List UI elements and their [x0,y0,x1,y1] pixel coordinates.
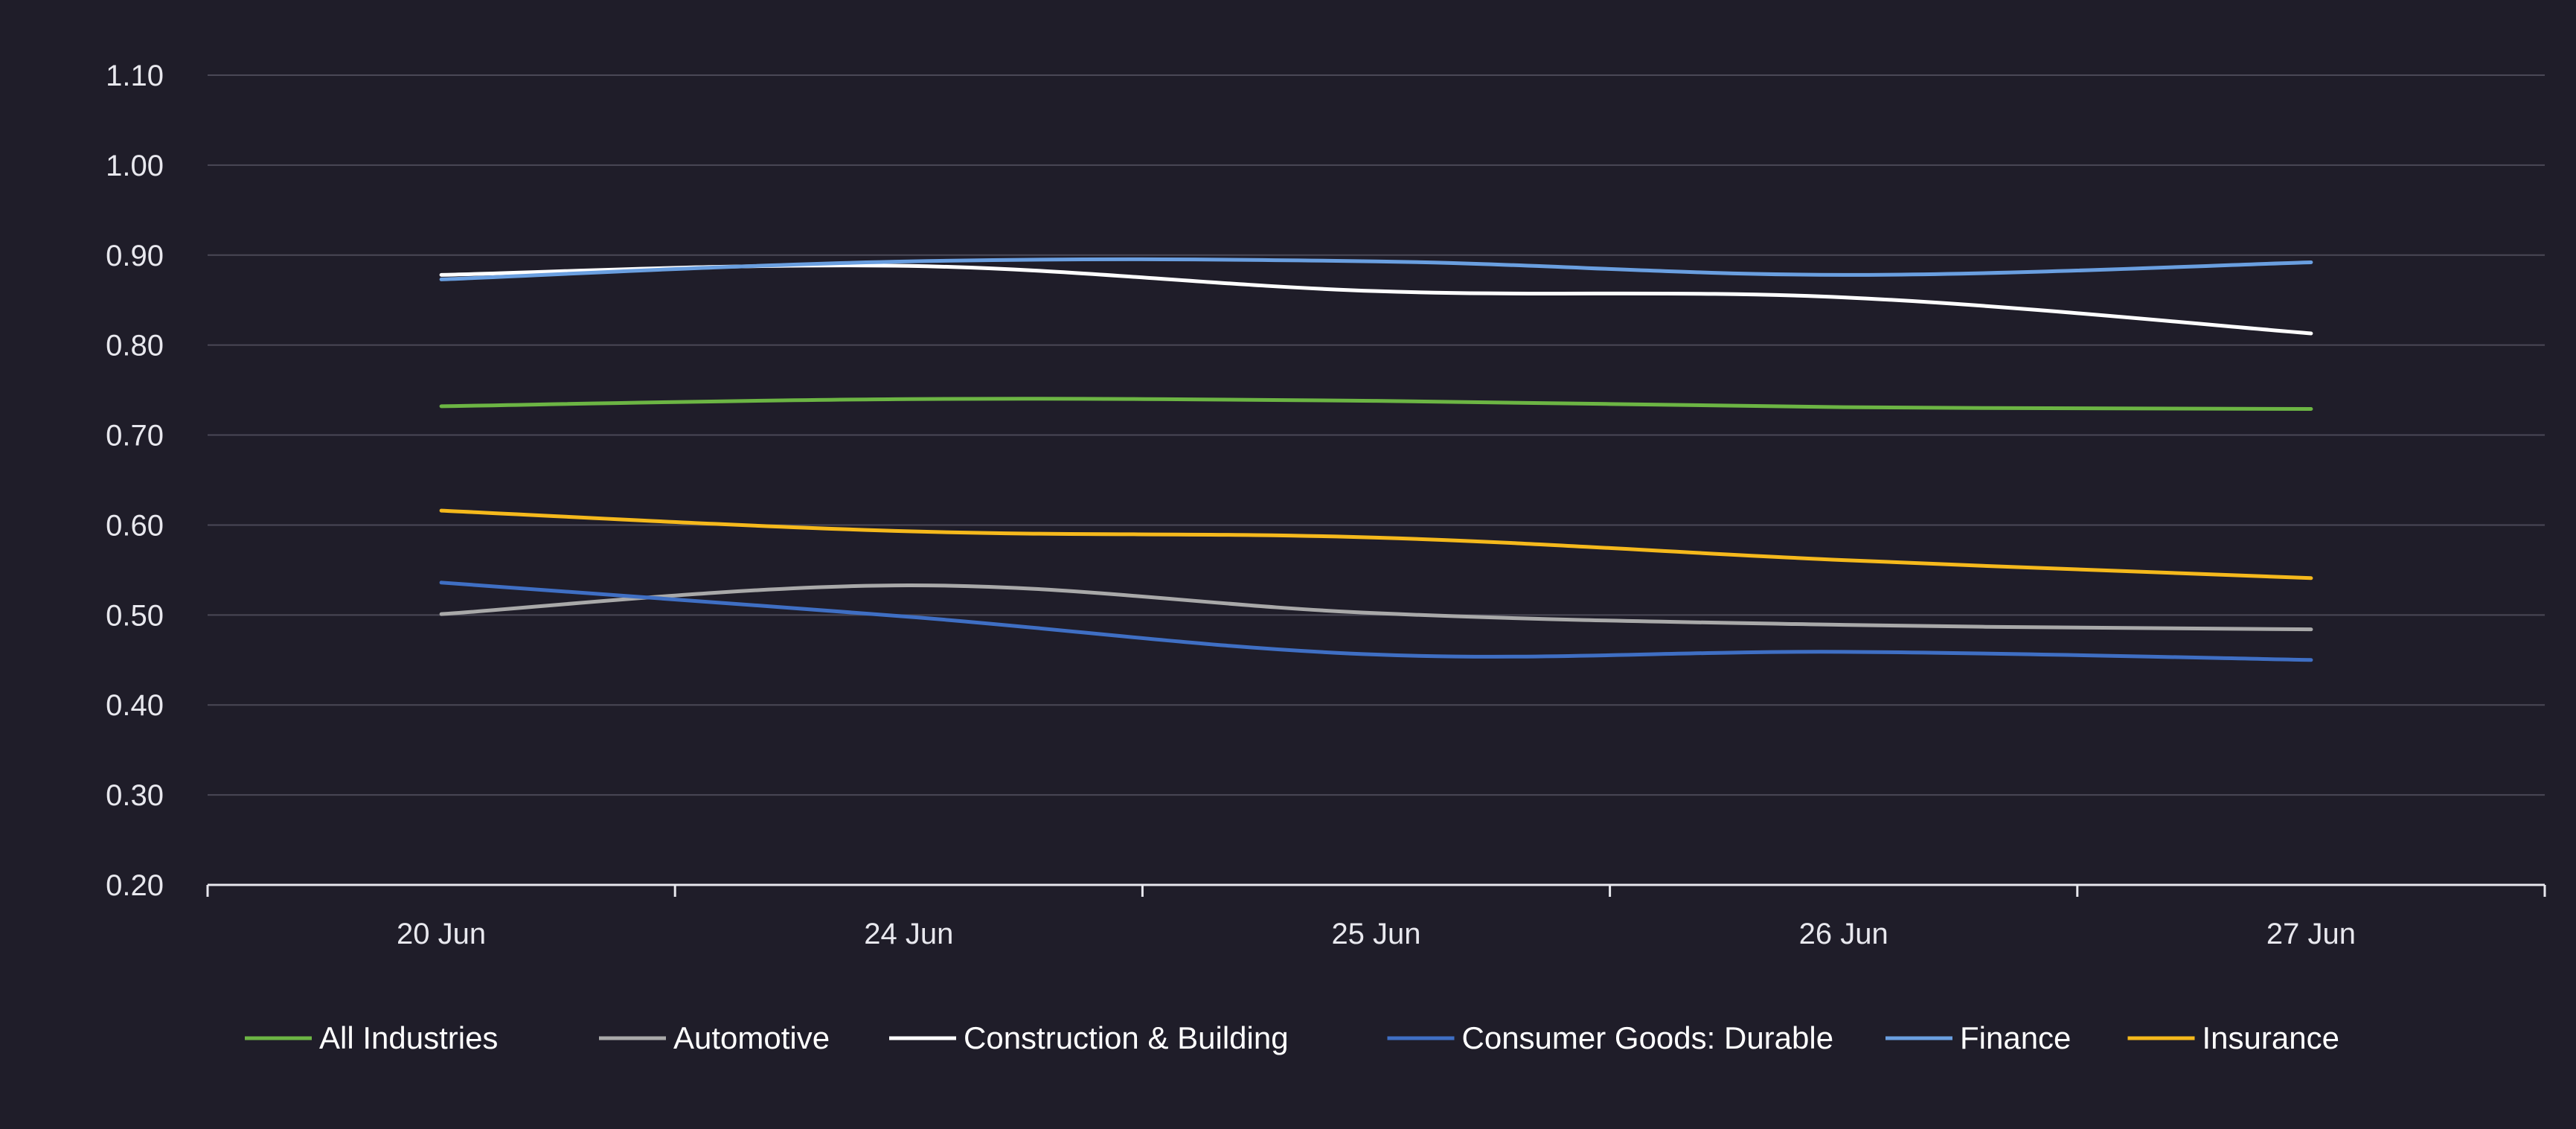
y-tick-label: 0.30 [106,779,164,812]
legend-label: Insurance [2202,1020,2339,1055]
y-axis: 0.20 0.30 0.40 0.50 0.60 0.70 0.80 0.90 1.00 1.10 [106,60,164,902]
x-axis: 20 Jun 24 Jun 25 Jun 26 Jun 27 Jun [206,883,2546,950]
legend-label: Finance [1960,1020,2071,1055]
y-tick-label: 0.70 [106,420,164,452]
x-tick-label: 27 Jun [2266,918,2356,950]
legend-item: Consumer Goods: Durable [1387,1020,1834,1055]
legend-item: All Industries [245,1020,498,1055]
series-line-automotive [439,583,2313,632]
y-tick-label: 0.80 [106,330,164,362]
x-tick-label: 20 Jun [397,918,486,950]
series-line-insurance [439,508,2313,581]
series-line-all-industries [439,397,2313,411]
legend-item: Construction & Building [889,1020,1289,1055]
legend-label: Consumer Goods: Durable [1462,1020,1834,1055]
grid-lines [208,74,2545,796]
legend-item: Insurance [2127,1020,2339,1055]
series-lines [439,257,2313,662]
legend: All Industries Automotive Construction & B… [245,1020,2339,1055]
y-tick-label: 0.20 [106,869,164,902]
y-tick-label: 1.10 [106,60,164,92]
y-tick-label: 0.90 [106,240,164,272]
legend-label: Construction & Building [964,1020,1289,1055]
legend-item: Automotive [599,1020,830,1055]
series-line-finance [439,257,2313,281]
legend-label: Automotive [673,1020,830,1055]
y-tick-label: 0.50 [106,599,164,632]
y-tick-label: 1.00 [106,150,164,182]
series-line-construction-building [439,263,2313,336]
x-tick-label: 24 Jun [864,918,953,950]
x-tick-label: 26 Jun [1799,918,1888,950]
y-tick-label: 0.40 [106,689,164,722]
series-line-consumer-goods-durable [439,581,2313,662]
legend-item: Finance [1885,1020,2071,1055]
legend-label: All Industries [319,1020,498,1055]
y-tick-label: 0.60 [106,509,164,542]
x-tick-label: 25 Jun [1331,918,1420,950]
